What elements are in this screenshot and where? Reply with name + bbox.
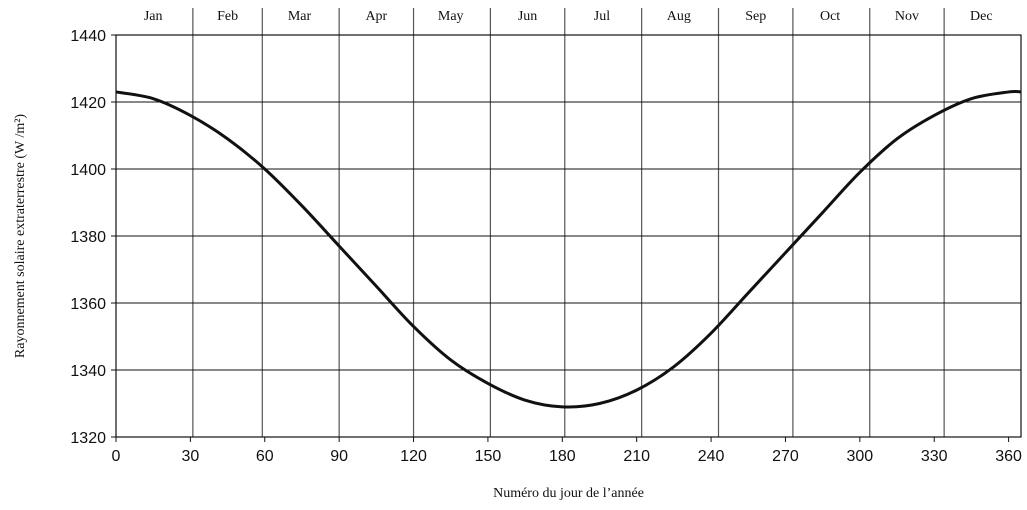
month-label: Feb bbox=[217, 9, 238, 24]
month-label: May bbox=[438, 9, 464, 24]
month-label: Aug bbox=[667, 9, 691, 24]
y-gridlines bbox=[116, 101, 1021, 371]
x-tick-label: 360 bbox=[995, 448, 1022, 465]
month-label: Jun bbox=[518, 9, 537, 24]
month-label: Mar bbox=[288, 9, 312, 24]
month-gridlines bbox=[192, 8, 945, 437]
month-label: Jul bbox=[594, 9, 610, 24]
month-label: Dec bbox=[970, 9, 993, 24]
x-tick-label: 90 bbox=[330, 448, 348, 465]
month-label: Nov bbox=[895, 9, 919, 24]
x-tick-label: 240 bbox=[698, 448, 725, 465]
x-tick-labels: 0 30 60 90 120 150 180 210 240 270 300 330 360 bbox=[112, 437, 1022, 465]
x-tick-label: 180 bbox=[549, 448, 576, 465]
y-tick-label: 1340 bbox=[70, 363, 106, 380]
y-tick-label: 1400 bbox=[70, 162, 106, 179]
month-label: Sep bbox=[745, 9, 766, 24]
x-axis-title: Numéro du jour de l’année bbox=[493, 486, 644, 501]
x-tick-label: 30 bbox=[181, 448, 199, 465]
x-tick-label: 120 bbox=[400, 448, 427, 465]
y-tick-label: 1320 bbox=[70, 430, 106, 447]
x-tick-label: 330 bbox=[921, 448, 948, 465]
x-tick-label: 60 bbox=[256, 448, 274, 465]
y-tick-label: 1380 bbox=[70, 229, 106, 246]
y-axis-title: Rayonnement solaire extraterrestre (W /m… bbox=[13, 114, 28, 359]
y-tick-labels: 1320 1340 1360 1380 1400 1420 1440 bbox=[70, 28, 116, 447]
y-tick-label: 1420 bbox=[70, 95, 106, 112]
month-label: Oct bbox=[820, 9, 840, 24]
x-tick-label: 0 bbox=[112, 448, 121, 465]
y-tick-label: 1440 bbox=[70, 28, 106, 45]
radiation-series-line bbox=[115, 89, 1022, 409]
x-tick-label: 210 bbox=[623, 448, 650, 465]
month-label: Apr bbox=[365, 9, 387, 24]
month-label: Jan bbox=[144, 9, 163, 24]
x-tick-label: 270 bbox=[772, 448, 799, 465]
x-tick-label: 150 bbox=[475, 448, 502, 465]
month-labels: Jan Feb Mar Apr May Jun Jul Aug Sep Oct Nov Dec bbox=[144, 9, 993, 24]
x-tick-label: 300 bbox=[846, 448, 873, 465]
y-tick-label: 1360 bbox=[70, 296, 106, 313]
